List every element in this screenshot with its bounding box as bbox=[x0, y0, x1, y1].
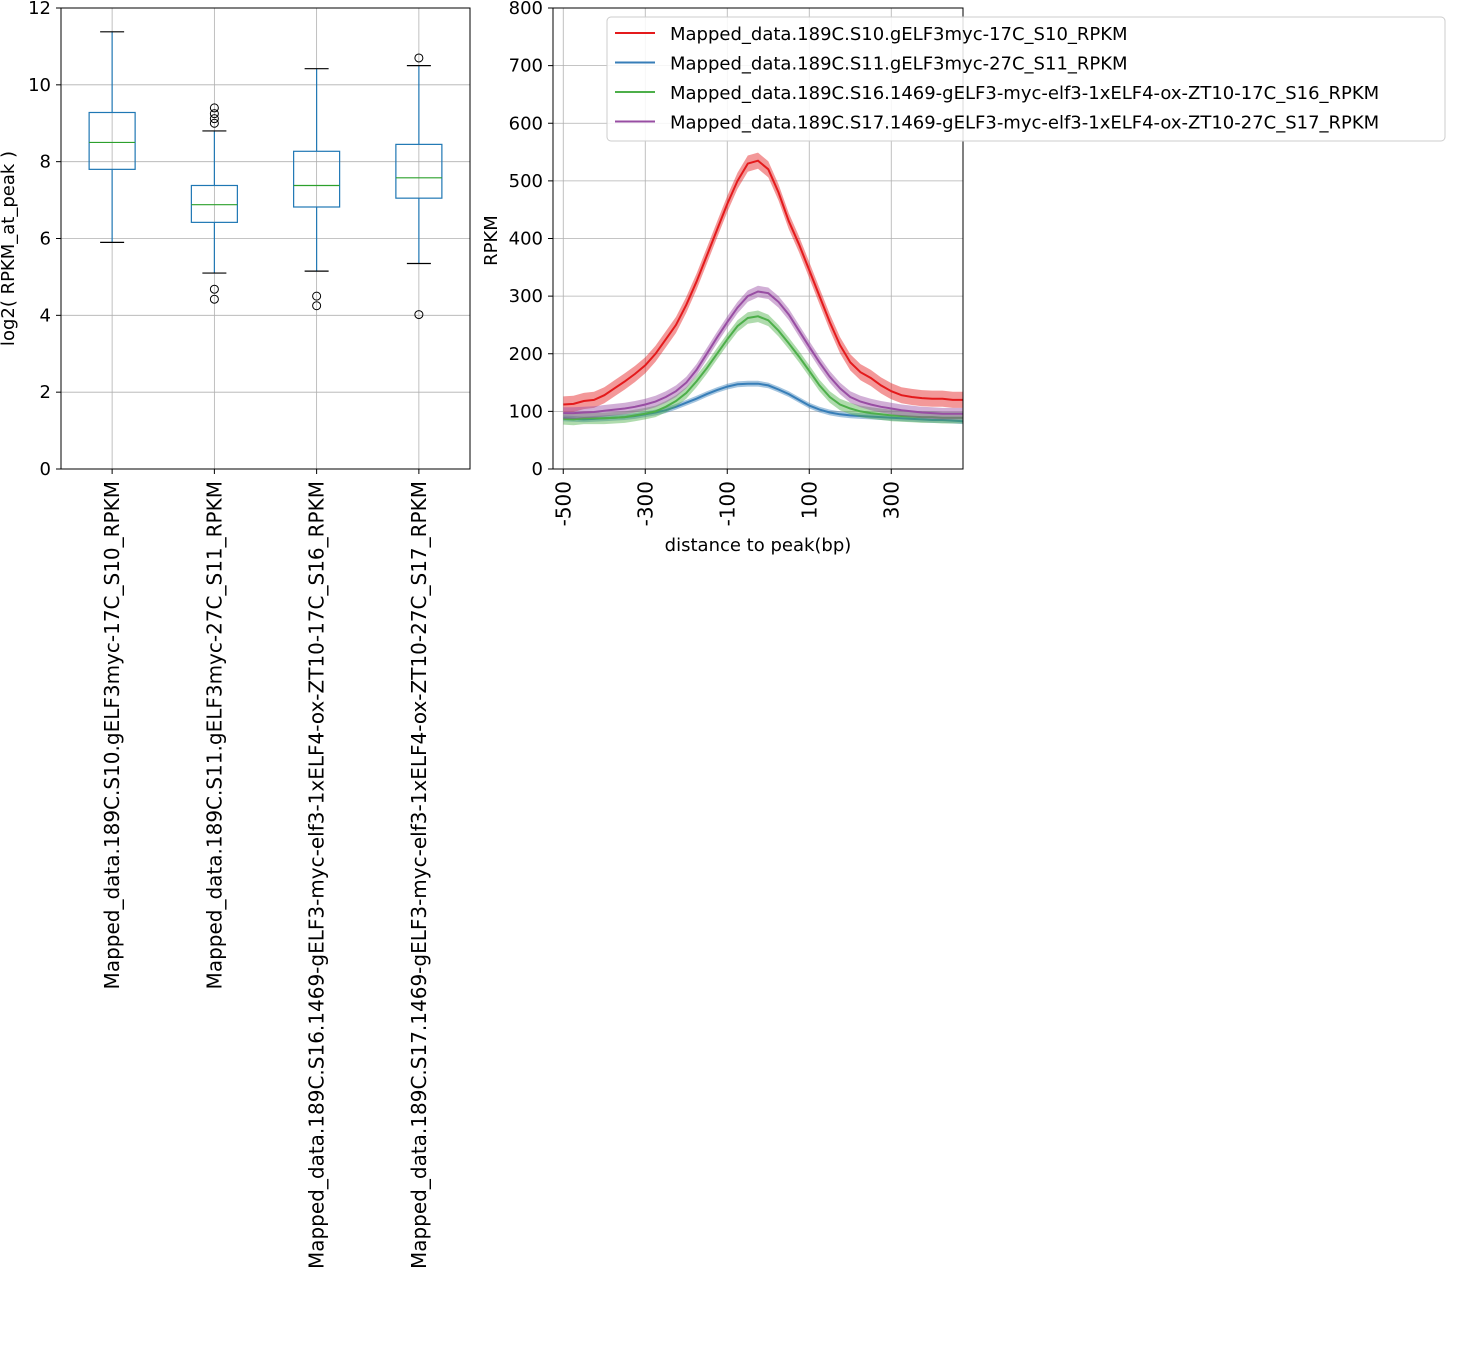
outlier-point bbox=[209, 103, 219, 113]
series-line bbox=[563, 159, 963, 406]
y-tick-label: 200 bbox=[509, 344, 543, 365]
outlier-point bbox=[209, 294, 219, 304]
y-tick-label: 6 bbox=[40, 229, 51, 250]
series-line bbox=[563, 290, 963, 415]
box bbox=[190, 184, 238, 223]
y-axis-label: RPKM bbox=[481, 215, 502, 266]
box bbox=[293, 150, 341, 208]
x-tick-label: -100 bbox=[715, 481, 739, 526]
y-tick-label: 700 bbox=[509, 56, 543, 77]
y-tick-label: 0 bbox=[40, 459, 51, 480]
outlier-point bbox=[209, 284, 219, 294]
legend-entry: Mapped_data.189C.S11.gELF3myc-27C_S11_RP… bbox=[670, 54, 1128, 75]
y-tick-label: 500 bbox=[509, 171, 543, 192]
outlier-point bbox=[209, 109, 219, 119]
series-band bbox=[563, 380, 963, 425]
x-tick-label: 100 bbox=[797, 481, 821, 519]
x-tick-label: Mapped_data.189C.S16.1469-gELF3-myc-elf3… bbox=[305, 481, 329, 1269]
series-line bbox=[563, 315, 963, 421]
box bbox=[395, 143, 443, 199]
x-axis-label: distance to peak(bp) bbox=[665, 535, 852, 556]
y-tick-label: 100 bbox=[509, 401, 543, 422]
y-tick-label: 300 bbox=[509, 286, 543, 307]
y-axis-label: log2( RPKM_at_peak ) bbox=[0, 151, 19, 346]
y-tick-label: 10 bbox=[28, 75, 51, 96]
y-tick-label: 8 bbox=[40, 152, 51, 173]
x-tick-label: -500 bbox=[551, 481, 575, 526]
y-tick-label: 2 bbox=[40, 382, 51, 403]
outlier-point bbox=[209, 114, 219, 124]
legend-entry: Mapped_data.189C.S17.1469-gELF3-myc-elf3… bbox=[670, 113, 1379, 134]
legend-entry: Mapped_data.189C.S10.gELF3myc-17C_S10_RP… bbox=[670, 24, 1128, 45]
y-tick-label: 600 bbox=[509, 113, 543, 134]
boxplot-panel: 0 2 4 6 8 10 12 Mapped_data.189C.S10.gELF3myc-1… bbox=[0, 0, 471, 1269]
series-band bbox=[563, 285, 963, 420]
outlier-point bbox=[414, 53, 424, 63]
y-tick-label: 0 bbox=[532, 459, 543, 480]
outlier-point bbox=[312, 291, 322, 301]
x-tick-label: Mapped_data.189C.S17.1469-gELF3-myc-elf3… bbox=[407, 481, 431, 1269]
y-tick-label: 12 bbox=[28, 0, 51, 19]
x-tick-label: Mapped_data.189C.S10.gELF3myc-17C_S10_RP… bbox=[100, 481, 124, 989]
x-tick-label: -300 bbox=[633, 481, 657, 526]
y-tick-label: 4 bbox=[40, 305, 51, 326]
legend-box bbox=[606, 16, 1446, 142]
legend-entry: Mapped_data.189C.S16.1469-gELF3-myc-elf3… bbox=[670, 83, 1379, 104]
profile-panel: 0 100 200 300 400 500 600 700 800 -500 -300 -100 100… bbox=[481, 0, 1446, 556]
outlier-point bbox=[312, 301, 322, 311]
outlier-point bbox=[414, 310, 424, 320]
outlier-point bbox=[209, 118, 219, 128]
y-tick-label: 400 bbox=[509, 229, 543, 250]
box bbox=[88, 111, 136, 170]
series-band bbox=[563, 310, 963, 426]
series-band bbox=[563, 152, 963, 413]
y-tick-label: 800 bbox=[509, 0, 543, 19]
x-tick-label: 300 bbox=[879, 481, 903, 519]
x-tick-label: Mapped_data.189C.S11.gELF3myc-27C_S11_RP… bbox=[202, 481, 226, 989]
